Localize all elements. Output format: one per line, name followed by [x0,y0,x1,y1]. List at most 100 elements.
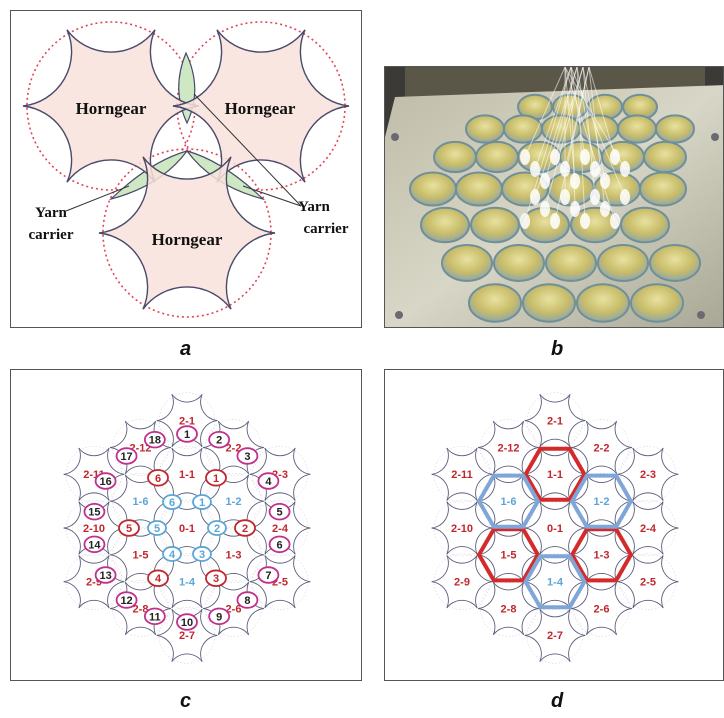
cell-label-c29: 2-9 [454,577,470,589]
outer-carrier-7 [257,566,280,584]
panel-d-label: d [551,690,564,712]
horngear-c25 [249,555,311,609]
middle-red-carrier-label-2: 2 [242,523,248,535]
outer-carrier-label-7: 7 [265,570,271,582]
photo-horngear-disc [643,140,687,174]
path-map-svg: 0-1 1-1 1-2 1-3 1-4 1-5 1-6 2-1 2-2 2-3 2-4 2-5 2-6 2… [431,392,679,664]
machine-photo-svg [385,67,723,327]
panel-c-label: c [180,690,192,712]
photo-yarn-thread [576,67,596,170]
inner-blue-carrier-label-4: 4 [169,549,176,561]
horngear-pitch-c23 [619,446,677,503]
horngear-c27 [156,608,218,662]
horngear-label-top-left: Horngear [76,99,147,118]
horngear-pitch-c24 [619,499,677,557]
photo-horngear-disc [493,244,545,282]
photo-yarn-thread [570,67,576,210]
photo-horngear-disc [639,171,687,207]
photo-horngear-disc [579,114,619,144]
inner-blue-carrier-label-3: 3 [199,549,205,561]
photo-bobbin [620,161,630,177]
outer-carrier-1 [176,425,198,443]
horngear-pitch-c29 [433,553,491,610]
horngear-c210 [63,501,125,555]
photo-yarn-thread [564,67,616,222]
outer-carrier-label-14: 14 [88,539,101,551]
horngear-pitch-c27 [526,607,584,664]
middle-red-carrier-label-6: 6 [155,473,161,485]
photo-bobbin [550,213,560,229]
cell-label-c22: 2-2 [594,442,610,454]
inner-blue-carrier-label-5: 5 [154,523,160,535]
leader-line-right-carrier [242,185,302,207]
photo-bobbin [540,201,550,217]
cell-label-c26: 2-6 [594,603,610,615]
cell-label-c212: 2-12 [497,442,519,454]
photo-bobbin [580,213,590,229]
photo-horngear-disc [649,244,701,282]
cell-label-c22: 2-2 [226,442,242,454]
panel-a-label: a [180,338,192,360]
blue-path-hex-c16 [476,473,541,529]
photo-yarn-thread [582,67,606,182]
yarn-carrier-left-line2: carrier [29,227,74,243]
photo-bobbin [530,189,540,205]
cell-label-c14: 1-4 [547,577,564,589]
photo-horngear-disc [597,244,649,282]
horngear-pitch-c27 [158,607,216,664]
horngear-c23 [249,447,311,501]
panel-d-path-map: 0-1 1-1 1-2 1-3 1-4 1-5 1-6 2-1 2-2 2-3 2-4 2-5 2-6 2… [384,369,724,681]
cell-label-c26: 2-6 [226,603,242,615]
photo-horngear-disc [468,283,522,323]
horngear-pitch-c210 [433,499,491,557]
photo-screw [697,311,705,319]
horngear-pitch-c21 [158,392,216,449]
yarn-carrier-right-line1: Yarn [298,199,330,215]
photo-bobbin [610,213,620,229]
cell-label-c211: 2-11 [451,469,472,481]
photo-horngear-disc [470,206,520,244]
photo-horngear-disc [620,206,670,244]
cell-label-c01: 0-1 [547,523,563,535]
cell-label-c14: 1-4 [179,577,196,589]
photo-horngear-disc [522,283,576,323]
red-path-hex-c15 [476,527,541,583]
photo-bobbin [620,189,630,205]
cell-label-c13: 1-3 [226,550,242,562]
photo-horngear-disc [465,114,505,144]
leader-line-left-carrier [65,185,130,212]
photo-bobbin [570,173,580,189]
photo-horngear-disc [420,206,470,244]
photo-screw [395,311,403,319]
outer-carrier-label-9: 9 [216,611,222,623]
horngear-pitch-c28 [480,580,537,637]
horngear-pitch-c25 [251,553,309,610]
horngear-pitch-c28 [112,580,169,637]
horngear-pitch-c25 [619,553,677,610]
outer-carrier-label-16: 16 [99,476,111,488]
photo-yarn-thread [588,67,616,158]
cell-label-c28: 2-8 [133,603,149,615]
outer-carrier-8 [236,591,259,609]
photo-bobbin [570,201,580,217]
photo-bobbin [610,149,620,165]
cell-label-c15: 1-5 [133,550,149,562]
yarn-carrier-right-line2: carrier [304,221,349,237]
outer-carrier-2 [208,430,231,449]
photo-horngear-disc [475,140,519,174]
photo-bobbin [590,189,600,205]
outer-carrier-18 [143,430,166,449]
photo-bobbin [520,149,530,165]
horngear-c29 [63,555,125,609]
middle-red-carrier-label-5: 5 [126,523,132,535]
photo-screw [711,133,719,141]
outer-carrier-9 [208,607,231,626]
cell-label-c16: 1-6 [133,496,149,508]
photo-yarn-thread [534,67,578,198]
cell-label-c27: 2-7 [547,630,563,642]
cell-label-c25: 2-5 [640,577,656,589]
outer-carrier-6 [268,535,291,554]
middle-red-carrier-label-3: 3 [213,573,219,585]
outer-carrier-label-6: 6 [277,539,283,551]
horngear-c211 [63,447,125,501]
